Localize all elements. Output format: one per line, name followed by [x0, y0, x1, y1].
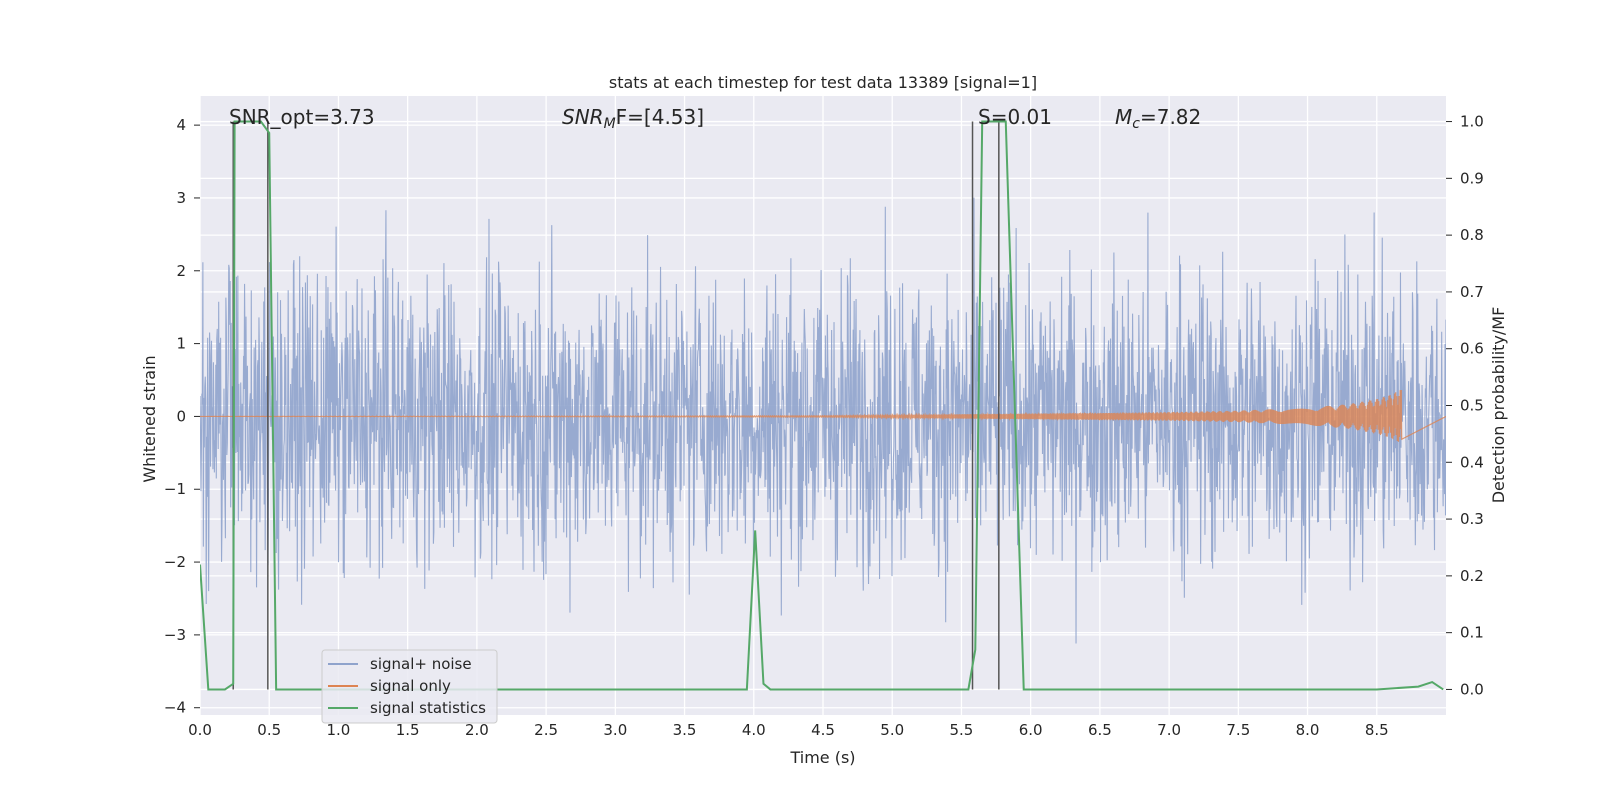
legend-label-signal-noise: signal+ noise: [370, 655, 472, 673]
right-y-tick-labels: 1.0 0.9 0.8 0.7 0.6 0.5 0.4 0.3 0.2 0.1 0.0: [1446, 113, 1484, 698]
x-tick-label: 7.0: [1157, 721, 1181, 739]
x-tick-label: 0.5: [257, 721, 281, 739]
left-y-tick-labels: 4 3 2 1 0 −1 −2 −3 −4: [164, 116, 200, 717]
left-y-tick-label: 2: [176, 262, 186, 280]
snr-opt-annotation: SNR_opt=3.73: [229, 105, 375, 129]
right-y-tick-label: 0.5: [1460, 397, 1484, 415]
x-tick-label: 4.0: [742, 721, 766, 739]
x-tick-label: 1.0: [327, 721, 351, 739]
y-axis-label-left: Whitened strain: [140, 355, 159, 482]
right-y-tick-label: 1.0: [1460, 113, 1484, 131]
x-tick-label: 3.5: [673, 721, 697, 739]
legend-box: [321, 649, 498, 724]
x-tick-label: 2.0: [465, 721, 489, 739]
mc-annotation: Mc=7.82: [1115, 105, 1201, 132]
right-y-tick-label: 0.8: [1460, 226, 1484, 244]
x-tick-labels: 0.0 0.5 1.0 1.5 2.0 2.5 3.0 3.5 4.0 4.5 5.0 5.5 6.0 6…: [188, 721, 1389, 739]
signal-statistics-line: [200, 120, 1444, 691]
left-y-tick-label: −4: [164, 699, 186, 717]
legend-label-signal-only: signal only: [370, 677, 451, 695]
signal-statistics-series: [200, 120, 1444, 691]
x-tick-label: 6.0: [1019, 721, 1043, 739]
x-axis-label: Time (s): [789, 748, 855, 767]
right-y-tick-label: 0.3: [1460, 510, 1484, 528]
left-y-tick-label: 0: [176, 407, 186, 425]
legend-label-signal-statistics: signal statistics: [370, 699, 486, 717]
x-tick-label: 8.0: [1296, 721, 1320, 739]
signal-only-series: [200, 390, 1446, 442]
left-y-tick-label: −3: [164, 626, 186, 644]
x-tick-label: 5.0: [880, 721, 904, 739]
snr-mf-annotation: SNRMF=[4.53]: [562, 105, 704, 132]
right-y-tick-label: 0.6: [1460, 340, 1484, 358]
x-tick-label: 0.0: [188, 721, 212, 739]
left-y-tick-label: 1: [176, 335, 186, 353]
right-y-tick-label: 0.0: [1460, 680, 1484, 698]
right-y-tick-label: 0.7: [1460, 283, 1484, 301]
left-y-tick-label: 4: [176, 116, 186, 134]
y-axis-label-right: Detection probability/MF: [1489, 307, 1508, 504]
x-tick-label: 7.5: [1226, 721, 1250, 739]
legend: signal+ noise signal only signal statist…: [321, 649, 498, 724]
s-annotation: S=0.01: [978, 105, 1052, 129]
right-y-tick-label: 0.4: [1460, 453, 1484, 471]
right-y-tick-label: 0.9: [1460, 169, 1484, 187]
x-tick-label: 8.5: [1365, 721, 1389, 739]
right-y-tick-label: 0.2: [1460, 567, 1484, 585]
x-tick-label: 3.0: [603, 721, 627, 739]
x-tick-label: 4.5: [811, 721, 835, 739]
left-y-tick-label: −2: [164, 553, 186, 571]
left-y-tick-label: 3: [176, 189, 186, 207]
x-tick-label: 2.5: [534, 721, 558, 739]
x-tick-label: 6.5: [1088, 721, 1112, 739]
chart-title: stats at each timestep for test data 133…: [609, 73, 1037, 92]
x-tick-label: 1.5: [396, 721, 420, 739]
signal-only-line: [200, 390, 1446, 442]
right-y-tick-label: 0.1: [1460, 624, 1484, 642]
left-y-tick-label: −1: [164, 480, 186, 498]
x-tick-label: 5.5: [950, 721, 974, 739]
signal-noise-series: [200, 197, 1446, 644]
signal-noise-line: [200, 197, 1446, 644]
